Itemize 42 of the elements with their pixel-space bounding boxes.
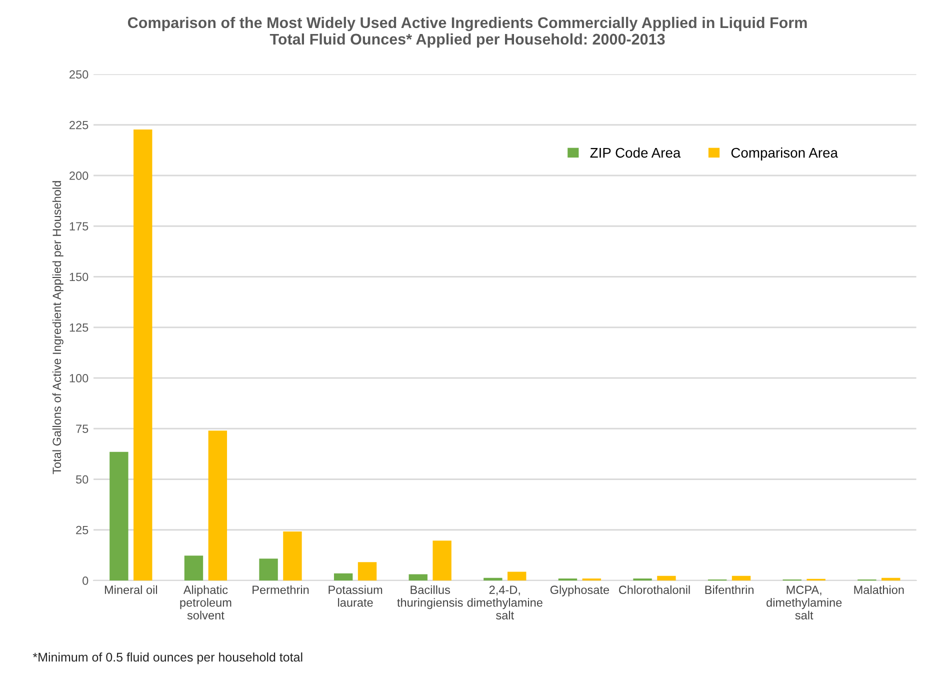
- x-tick-label: MCPA, dimethylamine salt: [766, 586, 842, 620]
- y-tick-label: 250: [70, 70, 88, 79]
- chart-title: Comparison of the Most Widely Used Active Ingredients Commercially Applied in Liquid Form Total Fluid Ounces* Applied per Household: 2000-2013: [128, 16, 807, 48]
- bar: [134, 130, 152, 580]
- y-tick-label: 125: [70, 323, 88, 332]
- x-tick-label: Malathion: [854, 585, 904, 594]
- y-tick-label: 200: [70, 172, 88, 180]
- bar: [882, 578, 900, 580]
- y-axis-title: Total Gallons of Active Ingredient Applied per Household: [52, 181, 64, 474]
- x-tick-label: Bifenthrin: [705, 585, 754, 594]
- y-tick-label: 75: [76, 424, 88, 434]
- y-tick-label: 150: [70, 272, 88, 282]
- y-tick-label: 25: [76, 526, 88, 534]
- y-tick-label: 225: [70, 120, 88, 130]
- x-tick-label: Glyphosate: [550, 585, 610, 596]
- y-tick-label: 175: [70, 222, 88, 231]
- x-tick-label: Aliphatic petroleum solvent: [180, 585, 232, 620]
- bar: [184, 556, 204, 580]
- x-tick-label: 2,4-D, dimethylamine salt: [467, 586, 542, 620]
- bar: [408, 574, 428, 580]
- bar: [334, 573, 353, 580]
- bar: [358, 562, 377, 580]
- y-tick-label: 50: [76, 475, 88, 484]
- x-tick-label: Chlorothalonil: [619, 585, 690, 594]
- bar: [259, 558, 278, 580]
- bar: [208, 430, 228, 580]
- bar: [484, 578, 502, 580]
- x-tick-label: Bacillus thuringiensis: [397, 585, 463, 610]
- bar: [508, 572, 526, 580]
- y-tick-label: 100: [70, 374, 88, 382]
- x-tick-label: Permethrin: [252, 585, 309, 594]
- bar: [283, 531, 302, 580]
- legend-label: Comparison Area: [731, 148, 838, 160]
- x-tick-label: Potassium laurate: [328, 585, 382, 607]
- x-tick-label: Mineral oil: [104, 585, 158, 594]
- bar: [732, 576, 751, 580]
- y-tick-label: 0: [82, 576, 88, 585]
- bar: [432, 540, 452, 580]
- bar: [657, 576, 676, 580]
- bar: [110, 452, 128, 580]
- legend-label: ZIP Code Area: [590, 148, 681, 158]
- text: *Minimum of 0.5 fluid ounces per household total: [32, 652, 302, 664]
